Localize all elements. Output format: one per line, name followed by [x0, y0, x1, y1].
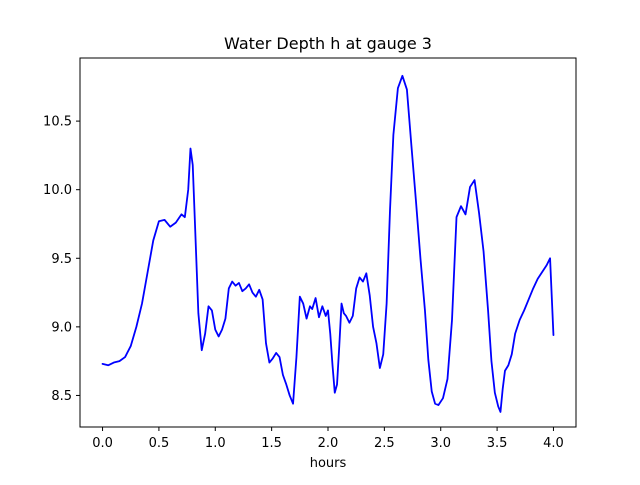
x-axis-label: hours: [310, 456, 347, 471]
y-axis: 8.5 9.0 9.5 10.0 10.5: [43, 115, 80, 404]
x-tick-label: 2.0: [318, 436, 339, 451]
x-tick-label: 1.0: [205, 436, 226, 451]
chart-title: Water Depth h at gauge 3: [224, 34, 432, 53]
x-tick-label: 0.5: [149, 436, 170, 451]
x-tick-label: 3.5: [487, 436, 508, 451]
x-axis: 0.0 0.5 1.0 1.5 2.0 2.5 3.0 3.5 4.0: [92, 427, 564, 451]
series-line-0: [101, 74, 555, 413]
y-tick-label: 9.0: [51, 320, 72, 335]
y-tick-label: 8.5: [51, 389, 72, 404]
y-tick-label: 9.5: [51, 252, 72, 267]
x-tick-label: 3.0: [430, 436, 451, 451]
y-tick-label: 10.0: [43, 183, 72, 198]
x-tick-label: 0.0: [92, 436, 113, 451]
x-tick-label: 4.0: [543, 436, 564, 451]
plot-area: [101, 74, 555, 413]
x-tick-label: 1.5: [261, 436, 282, 451]
y-tick-label: 10.5: [43, 115, 72, 130]
x-tick-label: 2.5: [374, 436, 395, 451]
